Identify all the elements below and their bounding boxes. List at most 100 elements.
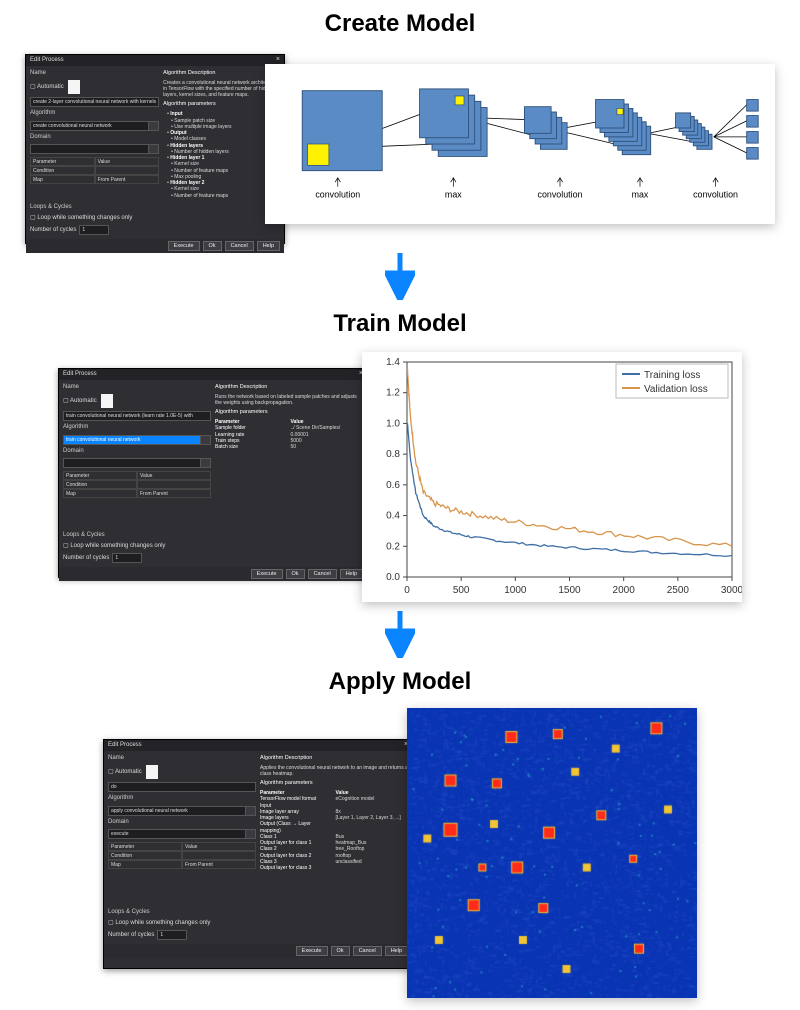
lbl-cycles: Number of cycles bbox=[63, 555, 109, 563]
cond-hdr-param: Parameter bbox=[63, 471, 137, 480]
cond-row-cond[interactable]: Condition bbox=[63, 480, 137, 489]
cond-row-map-v[interactable]: From Parent bbox=[182, 860, 256, 869]
lbl-domain: Domain bbox=[63, 448, 211, 456]
stage-row-create: Edit Process × Name Automatic create 2-l… bbox=[0, 46, 800, 244]
stage-row-train: Edit Process × Name Automatic train conv… bbox=[0, 346, 800, 602]
cond-table: Parameter Value Condition MapFrom Parent bbox=[108, 842, 256, 869]
cycles-field[interactable]: 1 bbox=[79, 225, 109, 235]
name-field[interactable]: train convolutional neural network (lear… bbox=[63, 411, 211, 421]
cond-row-map[interactable]: Map bbox=[108, 860, 182, 869]
lbl-algo-params: Algorithm parameters bbox=[163, 101, 280, 108]
help-button[interactable]: Help bbox=[385, 946, 408, 956]
cycles-field[interactable]: 1 bbox=[157, 930, 187, 940]
lbl-loops: Loops & Cycles bbox=[30, 204, 159, 212]
svg-text:500: 500 bbox=[453, 585, 470, 596]
execute-button[interactable]: Execute bbox=[251, 569, 283, 579]
execute-button[interactable]: Execute bbox=[296, 946, 328, 956]
lbl-loops: Loops & Cycles bbox=[108, 909, 256, 917]
chevron-down-icon[interactable] bbox=[201, 458, 211, 468]
help-button[interactable]: Help bbox=[340, 569, 363, 579]
svg-text:0: 0 bbox=[404, 585, 410, 596]
cond-row-cond[interactable]: Condition bbox=[108, 851, 182, 860]
lbl-cycles: Number of cycles bbox=[108, 932, 154, 940]
lbl-algo-params: Algorithm parameters bbox=[260, 780, 408, 787]
dialog-button-row: Execute Ok Cancel Help bbox=[26, 239, 284, 253]
domain-field[interactable]: execute bbox=[108, 829, 246, 839]
cond-row-map-v[interactable]: From Parent bbox=[95, 175, 160, 184]
execute-button[interactable]: Execute bbox=[168, 241, 200, 251]
help-button[interactable]: Help bbox=[257, 241, 280, 251]
cond-hdr-val: Value bbox=[95, 157, 160, 166]
dialog-button-row: Execute Ok Cancel Help bbox=[59, 567, 367, 581]
ok-button[interactable]: Ok bbox=[331, 946, 350, 956]
chevron-down-icon[interactable] bbox=[246, 829, 256, 839]
cond-hdr-val: Value bbox=[137, 471, 211, 480]
svg-text:Validation loss: Validation loss bbox=[644, 384, 708, 395]
cond-table: Parameter Value Condition MapFrom Parent bbox=[30, 157, 159, 184]
loop-checkbox[interactable]: Loop while something changes only bbox=[30, 215, 159, 223]
svg-text:0.8: 0.8 bbox=[386, 449, 400, 460]
loss-chart: 0500100015002000250030000.00.20.40.60.81… bbox=[362, 352, 742, 602]
stage-title-apply: Apply Model bbox=[0, 668, 800, 696]
svg-text:0.6: 0.6 bbox=[386, 480, 400, 491]
dialog-apply: Edit Process × Name Automatic do Algorit… bbox=[103, 739, 413, 969]
cond-row-cond-v[interactable] bbox=[182, 851, 256, 860]
svg-text:2000: 2000 bbox=[613, 585, 636, 596]
arrow-down-icon bbox=[385, 250, 415, 300]
lbl-name: Name bbox=[63, 384, 211, 392]
dialog-create: Edit Process × Name Automatic create 2-l… bbox=[25, 54, 285, 244]
dialog-button-row: Execute Ok Cancel Help bbox=[104, 944, 412, 958]
svg-text:1.0: 1.0 bbox=[386, 418, 400, 429]
svg-text:convolution: convolution bbox=[693, 189, 738, 199]
cancel-button[interactable]: Cancel bbox=[353, 946, 382, 956]
cancel-button[interactable]: Cancel bbox=[225, 241, 254, 251]
dialog-titlebar: Edit Process × bbox=[26, 55, 284, 66]
algorithm-field[interactable]: apply convolutional neural network bbox=[108, 806, 246, 816]
domain-field[interactable] bbox=[30, 144, 149, 154]
svg-text:convolution: convolution bbox=[315, 189, 360, 199]
lbl-algorithm: Algorithm bbox=[108, 795, 256, 803]
cond-row-map[interactable]: Map bbox=[63, 489, 137, 498]
lbl-algo-desc: Algorithm Description bbox=[215, 384, 363, 391]
document-icon bbox=[146, 765, 158, 779]
chevron-down-icon[interactable] bbox=[246, 806, 256, 816]
chevron-down-icon[interactable] bbox=[201, 435, 211, 445]
auto-checkbox[interactable]: Automatic bbox=[108, 769, 142, 777]
name-field[interactable]: do bbox=[108, 782, 256, 792]
dialog-train: Edit Process × Name Automatic train conv… bbox=[58, 368, 368, 578]
cancel-button[interactable]: Cancel bbox=[308, 569, 337, 579]
param-tree: InputSample patch sizeUse multiple image… bbox=[163, 111, 280, 199]
svg-text:1.2: 1.2 bbox=[386, 388, 400, 399]
name-field[interactable]: create 2-layer convolutional neural netw… bbox=[30, 97, 159, 107]
ok-button[interactable]: Ok bbox=[203, 241, 222, 251]
chevron-down-icon[interactable] bbox=[149, 121, 159, 131]
cond-row-map-v[interactable]: From Parent bbox=[137, 489, 211, 498]
lbl-domain: Domain bbox=[108, 819, 256, 827]
loop-checkbox[interactable]: Loop while something changes only bbox=[108, 920, 256, 928]
param-kv-table: ParameterValueSample folder../ Scene Dir… bbox=[215, 419, 363, 450]
cond-row-cond[interactable]: Condition bbox=[30, 166, 95, 175]
cycles-field[interactable]: 1 bbox=[112, 553, 142, 563]
cond-row-cond-v[interactable] bbox=[95, 166, 160, 175]
domain-field[interactable] bbox=[63, 458, 201, 468]
svg-text:1.4: 1.4 bbox=[386, 357, 400, 368]
stage-row-apply: Edit Process × Name Automatic do Algorit… bbox=[0, 704, 800, 998]
svg-text:Training loss: Training loss bbox=[644, 370, 700, 381]
svg-text:2500: 2500 bbox=[667, 585, 690, 596]
auto-checkbox[interactable]: Automatic bbox=[63, 398, 97, 406]
cond-row-cond-v[interactable] bbox=[137, 480, 211, 489]
dialog-titlebar: Edit Process × bbox=[104, 740, 412, 751]
auto-checkbox[interactable]: Automatic bbox=[30, 84, 64, 92]
algorithm-field[interactable]: create convolutional neural network bbox=[30, 121, 149, 131]
param-kv-table: ParameterValueTensorFlow model formateCo… bbox=[260, 790, 408, 871]
dialog-window-title: Edit Process bbox=[108, 742, 142, 750]
cond-hdr-val: Value bbox=[182, 842, 256, 851]
dialog-window-title: Edit Process bbox=[30, 57, 64, 65]
lbl-loops: Loops & Cycles bbox=[63, 532, 211, 540]
algorithm-field[interactable]: train convolutional neural network bbox=[63, 435, 201, 445]
loop-checkbox[interactable]: Loop while something changes only bbox=[63, 543, 211, 551]
ok-button[interactable]: Ok bbox=[286, 569, 305, 579]
cond-row-map[interactable]: Map bbox=[30, 175, 95, 184]
document-icon bbox=[101, 394, 113, 408]
chevron-down-icon[interactable] bbox=[149, 144, 159, 154]
